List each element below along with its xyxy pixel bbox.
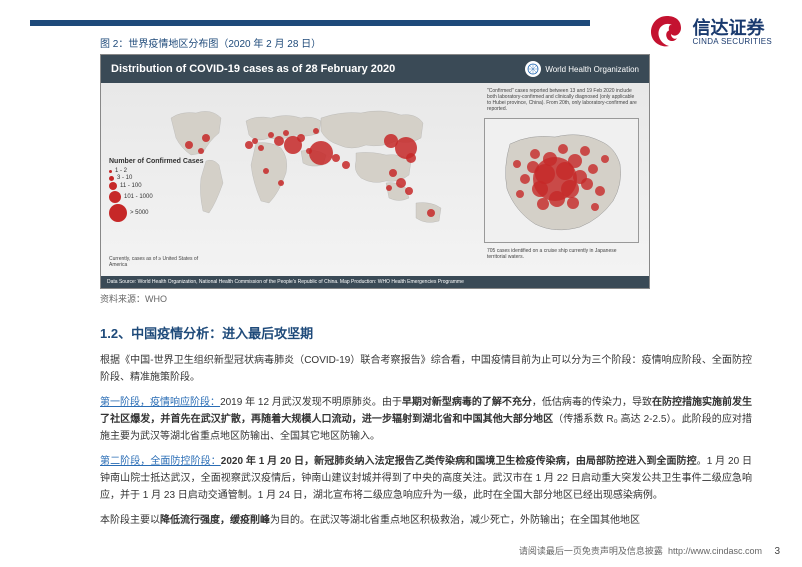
who-badge: World Health Organization [525,61,639,77]
legend-label: 1 - 2 [115,168,127,174]
who-logo-icon [525,61,541,77]
phase2-paragraph: 第二阶段，全面防控阶段：2020 年 1 月 20 日，新冠肺炎纳入法定报告乙类… [100,453,752,504]
section-heading: 1.2、中国疫情分析：进入最后攻坚期 [100,323,752,342]
phase2b-paragraph: 本阶段主要以降低流行强度，缓疫削峰为目的。在武汉等湖北省重点地区积极救治，减少死… [100,512,752,529]
who-label: World Health Organization [545,65,639,74]
legend-dot-icon [109,204,127,222]
legend-row: 101 - 1000 [109,191,204,203]
world-map-svg [161,83,481,253]
logo-text-cn: 信达证券 [693,19,772,37]
legend-dot-icon [109,182,117,190]
intro-paragraph: 根据《中国-世界卫生组织新型冠状病毒肺炎（COVID-19）联合考察报告》综合看… [100,352,752,386]
page-number: 3 [774,546,780,557]
map-body: Number of Confirmed Cases 1 - 23 - 10 11 … [101,83,649,288]
figure-caption: 图 2：世界疫情地区分布图（2020 年 2 月 28 日） [100,35,752,50]
map-note-footer-left: Currently, cases as of ≥ United States o… [109,256,209,268]
legend-label: 101 - 1000 [124,194,153,200]
legend-dot-icon [109,191,121,203]
world-map-figure: Distribution of COVID-19 cases as of 28 … [100,54,650,289]
map-title: Distribution of COVID-19 cases as of 28 … [111,63,395,75]
legend-label: > 5000 [130,210,149,216]
footer-url: http://www.cindasc.com [668,546,762,556]
page-footer: 请阅读最后一页免责声明及信息披露 http://www.cindasc.com [519,544,762,557]
header-accent-bar [30,20,590,26]
map-note-ship: 705 cases identified on a cruise ship cu… [487,248,637,260]
legend-row: 3 - 10 [109,175,204,181]
phase1-label: 第一阶段，疫情响应阶段： [100,397,220,408]
legend-label: 11 - 100 [120,183,142,189]
legend-row: 11 - 100 [109,182,204,190]
figure-source: 资料来源：WHO [100,292,752,305]
main-content: 图 2：世界疫情地区分布图（2020 年 2 月 28 日） Distribut… [100,35,752,537]
legend-title: Number of Confirmed Cases [109,158,204,165]
legend-row: > 5000 [109,204,204,222]
phase2-label: 第二阶段，全面防控阶段： [100,456,221,467]
phase1-paragraph: 第一阶段，疫情响应阶段：2019 年 12 月武汉发现不明原肺炎。由于早期对新型… [100,394,752,445]
footer-disclaimer: 请阅读最后一页免责声明及信息披露 [519,546,663,556]
map-legend: Number of Confirmed Cases 1 - 23 - 10 11 … [109,158,204,223]
legend-dot-icon [109,176,114,181]
map-note-confirmed: "Confirmed" cases reported between 13 an… [487,88,637,112]
legend-row: 1 - 2 [109,168,204,174]
legend-dot-icon [109,170,112,173]
map-footer: Data Source: World Health Organization, … [101,276,649,288]
map-header: Distribution of COVID-19 cases as of 28 … [101,55,649,83]
china-inset-map [484,118,639,243]
legend-label: 3 - 10 [117,175,132,181]
